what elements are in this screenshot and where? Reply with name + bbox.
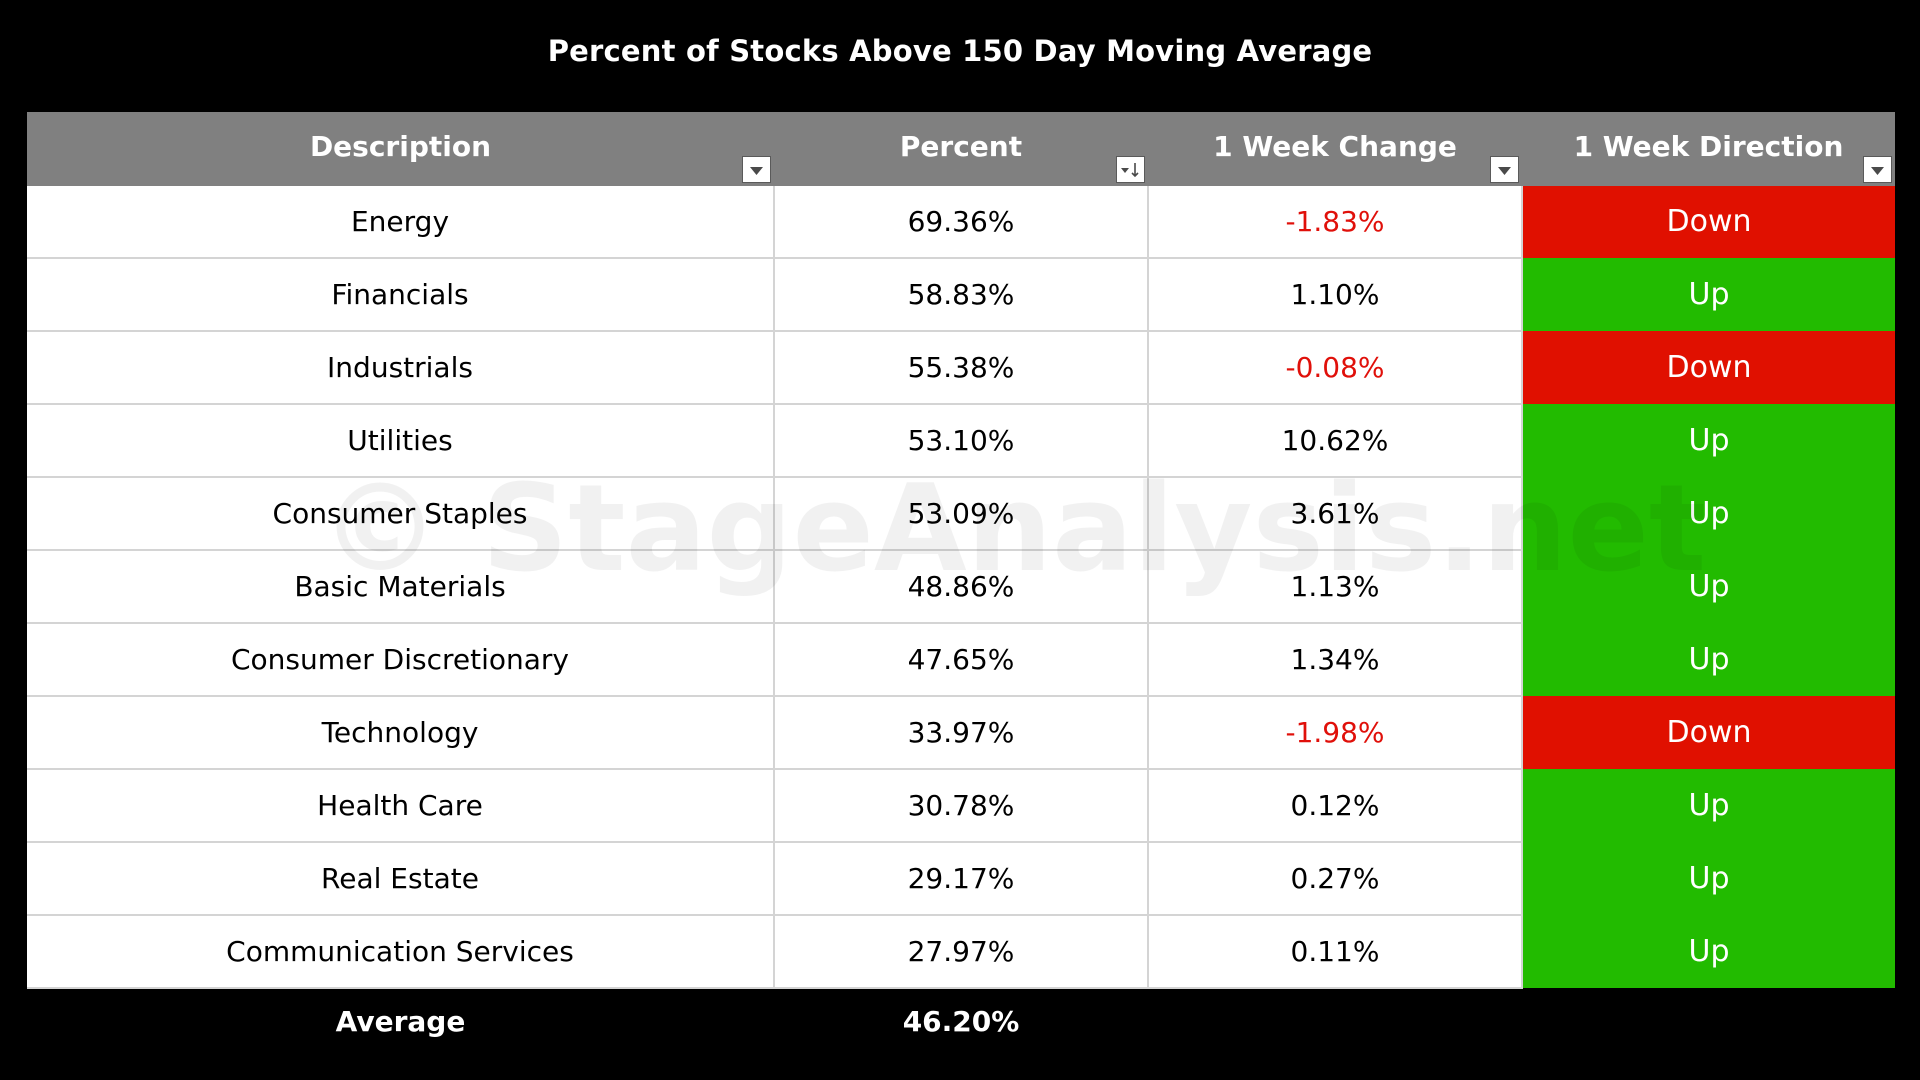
cell-change: 1.13% [1148,550,1523,624]
cell-percent: 47.65% [774,623,1149,697]
cell-direction: Up [1522,842,1895,915]
column-header-label: 1 Week Direction [1573,129,1844,163]
header-row: Description Percent 1 Week Change [27,112,1895,186]
cell-direction: Down [1522,696,1895,769]
sort-descending-icon[interactable] [1116,156,1145,183]
cell-percent: 48.86% [774,550,1149,624]
cell-percent: 58.83% [774,258,1149,332]
table-row: Energy 69.36% -1.83% Down [27,186,1895,259]
cell-description: Basic Materials [27,550,775,624]
cell-description: Communication Services [27,915,775,989]
cell-change: 1.34% [1148,623,1523,697]
cell-direction: Down [1522,186,1895,258]
table-row: Industrials 55.38% -0.08% Down [27,331,1895,405]
cell-direction: Up [1522,915,1895,988]
table-row: Financials 58.83% 1.10% Up [27,258,1895,332]
filter-dropdown-icon[interactable] [742,156,771,183]
table-row: Health Care 30.78% 0.12% Up [27,769,1895,843]
table-row: Basic Materials 48.86% 1.13% Up [27,550,1895,624]
cell-percent: 27.97% [774,915,1149,989]
cell-percent: 30.78% [774,769,1149,843]
cell-change: 10.62% [1148,404,1523,478]
data-table: Description Percent 1 Week Change [27,112,1895,989]
cell-description: Health Care [27,769,775,843]
cell-description: Consumer Staples [27,477,775,551]
table-row: Consumer Discretionary 47.65% 1.34% Up [27,623,1895,697]
cell-change: -1.98% [1148,696,1523,770]
cell-description: Industrials [27,331,775,405]
cell-description: Utilities [27,404,775,478]
cell-percent: 33.97% [774,696,1149,770]
cell-direction: Up [1522,769,1895,842]
cell-direction: Up [1522,477,1895,550]
table-row: Technology 33.97% -1.98% Down [27,696,1895,770]
column-header-percent: Percent [774,112,1148,186]
cell-direction: Up [1522,623,1895,696]
cell-description: Real Estate [27,842,775,916]
table-body: Energy 69.36% -1.83% Down Financials 58.83% 1.… [27,186,1895,989]
filter-dropdown-icon[interactable] [1863,156,1892,183]
cell-percent: 55.38% [774,331,1149,405]
cell-change: -1.83% [1148,186,1523,259]
cell-description: Technology [27,696,775,770]
cell-change: 0.27% [1148,842,1523,916]
column-header-description: Description [27,112,774,186]
cell-percent: 69.36% [774,186,1149,259]
column-header-direction: 1 Week Direction [1522,112,1895,186]
cell-change: 0.12% [1148,769,1523,843]
column-header-label: Percent [899,129,1023,163]
cell-change: -0.08% [1148,331,1523,405]
table-row: Real Estate 29.17% 0.27% Up [27,842,1895,916]
column-header-label: 1 Week Change [1213,129,1457,163]
cell-direction: Down [1522,331,1895,404]
cell-description: Energy [27,186,775,259]
column-header-label: Description [309,129,492,163]
cell-percent: 29.17% [774,842,1149,916]
cell-direction: Up [1522,258,1895,331]
chart-title: Percent of Stocks Above 150 Day Moving A… [547,34,1373,68]
cell-change: 0.11% [1148,915,1523,989]
cell-description: Consumer Discretionary [27,623,775,697]
cell-change: 3.61% [1148,477,1523,551]
cell-change: 1.10% [1148,258,1523,332]
column-header-change: 1 Week Change [1148,112,1522,186]
cell-direction: Up [1522,550,1895,623]
table-row: Consumer Staples 53.09% 3.61% Up [27,477,1895,551]
table-row: Communication Services 27.97% 0.11% Up [27,915,1895,989]
cell-direction: Up [1522,404,1895,477]
cell-description: Financials [27,258,775,332]
average-value: 46.20% [902,1004,1020,1038]
average-row: Average 46.20% [27,986,1895,1056]
cell-percent: 53.09% [774,477,1149,551]
filter-dropdown-icon[interactable] [1490,156,1519,183]
table-row: Utilities 53.10% 10.62% Up [27,404,1895,478]
cell-percent: 53.10% [774,404,1149,478]
average-label: Average [335,1004,466,1038]
